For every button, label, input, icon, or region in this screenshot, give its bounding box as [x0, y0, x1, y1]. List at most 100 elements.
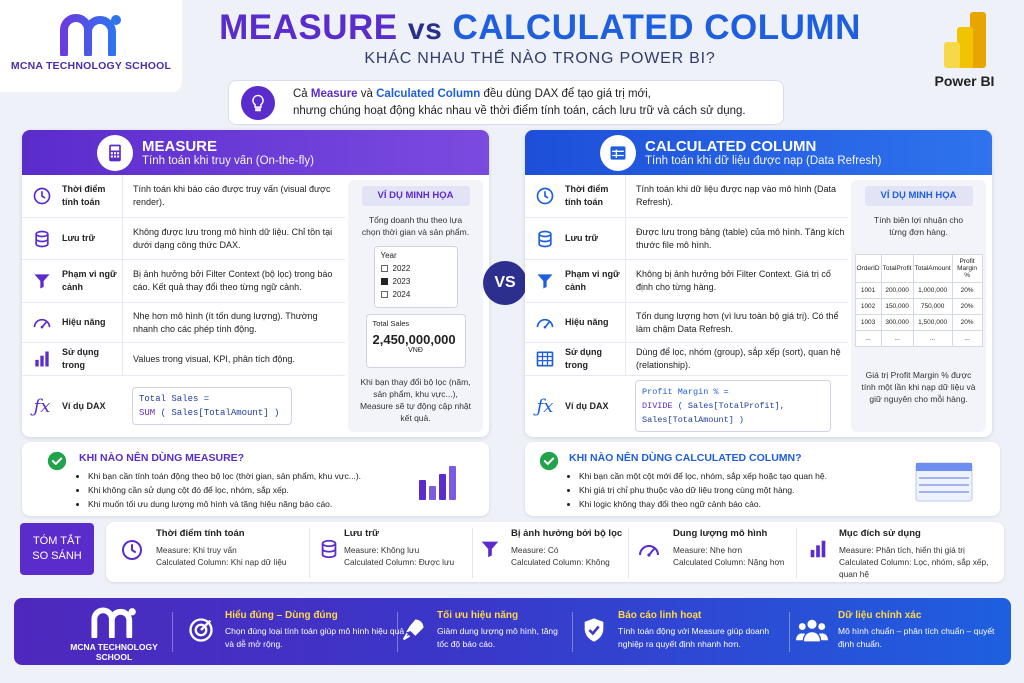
page-subtitle: KHÁC NHAU THẾ NÀO TRONG POWER BI?: [364, 50, 716, 67]
calc-title: CALCULATED COLUMN: [645, 138, 817, 155]
filter-icon: [32, 271, 52, 291]
measure-header: MEASURE Tính toán khi truy vấn (On-the-f…: [22, 130, 489, 175]
example-title: VÍ DỤ MINH HỌA: [864, 186, 973, 206]
filter-icon: [535, 271, 555, 291]
clock-icon: [535, 186, 555, 206]
when-measure-box: KHI NÀO NÊN DÙNG MEASURE? Khi bạn cần tí…: [22, 442, 489, 516]
list-item: Khi logic không thay đổi theo ngữ cảnh b…: [579, 497, 827, 511]
gauge-icon: [637, 538, 661, 562]
list-item: Khi bạn cần tính toán động theo bộ lọc (…: [88, 469, 361, 483]
slicer-option[interactable]: 2022: [380, 264, 451, 273]
footer-logo: MCNA TECHNOLOGY SCHOOL: [54, 606, 174, 662]
table-row: 1003 300,000 1,500,000 20%: [854, 314, 983, 331]
function-icon: ƒx: [33, 395, 51, 417]
school-logo: MCNA TECHNOLOGY SCHOOL: [0, 0, 182, 92]
row-text: Tính toán khi báo cáo được truy vấn (vis…: [122, 175, 345, 217]
row-text: Được lưu trong bảng (table) của mô hình.…: [625, 218, 848, 259]
summary-item-time: Thời điểm tính toán Measure: Khi truy vấ…: [120, 528, 290, 578]
table-row: ............: [854, 330, 983, 347]
list-item: Khi giá trị chỉ phụ thuộc vào dữ liệu tr…: [579, 483, 827, 497]
row-text: Bị ảnh hưởng bởi Filter Context (bộ lọc)…: [122, 260, 345, 302]
row-text: Tính toán khi dữ liệu được nạp vào mô hì…: [625, 175, 848, 217]
page-title: MEASURE vs CALCULATED COLUMN: [190, 8, 890, 48]
summary-item-size: Dung lượng mô hình Measure: Nhẹ hơn Calc…: [628, 528, 793, 578]
slicer-option-selected[interactable]: 2023: [380, 277, 451, 286]
database-icon: [318, 538, 340, 560]
year-slicer: Year 2022 2023 2024: [373, 246, 458, 308]
table-row: 1002 150,000 750,000 20%: [854, 298, 983, 315]
footer-item-accurate: Dữ liệu chính xác Mô hình chuẩn – phân t…: [796, 610, 1001, 651]
measure-row-context: Phạm vi ngữ cảnh Bị ảnh hưởng bởi Filter…: [22, 260, 345, 303]
intro-text: Cả Measure và Calculated Column đều dùng…: [293, 87, 746, 117]
powerbi-label: Power BI: [934, 73, 995, 89]
row-label: Ví dụ DAX: [565, 400, 609, 411]
row-label: Phạm vi ngữ cảnh: [62, 269, 117, 292]
mcna-logo-icon: [60, 14, 121, 56]
target-icon: [189, 618, 213, 642]
row-label: Thời điểm tính toán: [565, 184, 609, 207]
function-icon: ƒx: [536, 395, 554, 417]
summary-item-purpose: Mục đích sử dụng Measure: Phân tích, hiể…: [796, 528, 996, 579]
total-sales-card: Total Sales 2,450,000,000 VNĐ: [365, 314, 466, 368]
profit-table: OrderID TotalProfit TotalAmount Profit Marg…: [854, 254, 983, 347]
table-icon: [915, 462, 973, 502]
check-circle-icon: [539, 451, 559, 471]
measure-row-dax: ƒx Ví dụ DAX Total Sales = SUM ( Sales[T…: [22, 376, 345, 436]
calc-subtitle: Tính toán khi dữ liệu được nạp (Data Ref…: [645, 155, 882, 167]
summary-box: Thời điểm tính toán Measure: Khi truy vấ…: [106, 522, 1004, 582]
measure-rows: Thời điểm tính toán Tính toán khi báo cá…: [22, 175, 345, 436]
slicer-option[interactable]: 2024: [380, 290, 451, 299]
title-vs: vs: [407, 13, 443, 46]
footer-item-performance: Tối ưu hiệu năng Giảm dung lượng mô hình…: [399, 610, 569, 651]
powerbi-icon: [943, 12, 986, 68]
measure-row-usage: Sử dụng trong Values trong visual, KPI, …: [22, 343, 345, 376]
measure-subtitle: Tính toán khi truy vấn (On-the-fly): [142, 155, 314, 167]
example-note: Khi bạn thay đổi bộ lọc (năm, sản phẩm, …: [359, 377, 472, 423]
rocket-icon: [402, 619, 424, 641]
measure-row-time: Thời điểm tính toán Tính toán khi báo cá…: [22, 175, 345, 218]
example-desc: Tính biên lợi nhuận cho từng đơn hàng.: [873, 215, 964, 237]
bar-chart-icon: [419, 466, 456, 500]
example-note: Giá trị Profit Margin % được tính một lầ…: [861, 370, 976, 404]
footer-item-understand: Hiểu đúng – Dùng đúng Chọn đúng loại tín…: [187, 610, 407, 651]
row-text: Values trong visual, KPI, phân tích động…: [122, 343, 345, 375]
gauge-icon: [32, 313, 52, 333]
measure-panel: MEASURE Tính toán khi truy vấn (On-the-f…: [22, 130, 489, 437]
calc-row-time: Thời điểm tính toán Tính toán khi dữ liệ…: [525, 175, 848, 218]
gauge-icon: [535, 313, 555, 333]
measure-title: MEASURE: [142, 138, 218, 155]
summary-item-filter: Bị ảnh hưởng bởi bộ lọc Measure: Có Calc…: [472, 528, 627, 578]
example-title: VÍ DỤ MINH HỌA: [361, 186, 470, 206]
row-label: Thời điểm tính toán: [62, 184, 106, 207]
school-name: MCNA TECHNOLOGY SCHOOL: [10, 60, 172, 72]
row-label: Phạm vi ngữ cảnh: [565, 269, 620, 292]
slicer-label: Year: [380, 251, 397, 260]
vs-badge: VS: [483, 261, 527, 305]
list-item: Khi không cần sử dụng cột đó để lọc, nhó…: [88, 483, 361, 497]
row-text: Tốn dung lượng hơn (vì lưu toàn bộ giá t…: [625, 303, 848, 342]
calculator-icon: [97, 135, 133, 171]
table-icon: [600, 135, 636, 171]
footer-item-flexible: Báo cáo linh hoạt Tính toán động với Mea…: [580, 610, 790, 651]
row-label: Lưu trữ: [565, 233, 599, 243]
summary-label: TÓM TẮT SO SÁNH: [20, 523, 94, 575]
calc-row-context: Phạm vi ngữ cảnh Không bị ảnh hưởng bởi …: [525, 260, 848, 303]
list-item: Khi muốn tối ưu dung lượng mô hình và tă…: [88, 497, 361, 511]
users-icon: [796, 619, 828, 642]
check-circle-icon: [47, 451, 67, 471]
database-icon: [32, 229, 52, 249]
powerbi-logo: Power BI: [922, 10, 1007, 89]
row-text: Không bị ảnh hưởng bởi Filter Context. G…: [625, 260, 848, 302]
calc-row-performance: Hiệu năng Tốn dung lượng hơn (vì lưu toà…: [525, 303, 848, 343]
measure-row-storage: Lưu trữ Không được lưu trong mô hình dữ …: [22, 218, 345, 260]
calc-panel: CALCULATED COLUMN Tính toán khi dữ liệu …: [525, 130, 992, 437]
row-label: Hiệu năng: [565, 317, 609, 327]
bar-chart-icon: [807, 538, 829, 560]
row-label: Sử dụng trong: [62, 347, 100, 370]
database-icon: [535, 229, 555, 249]
row-label: Hiệu năng: [62, 317, 106, 327]
mcna-logo-icon: [91, 607, 136, 638]
clock-icon: [120, 538, 144, 562]
calc-example: VÍ DỤ MINH HỌA Tính biên lợi nhuận cho t…: [851, 180, 986, 432]
when-calc-title: KHI NÀO NÊN DÙNG CALCULATED COLUMN?: [569, 452, 802, 464]
